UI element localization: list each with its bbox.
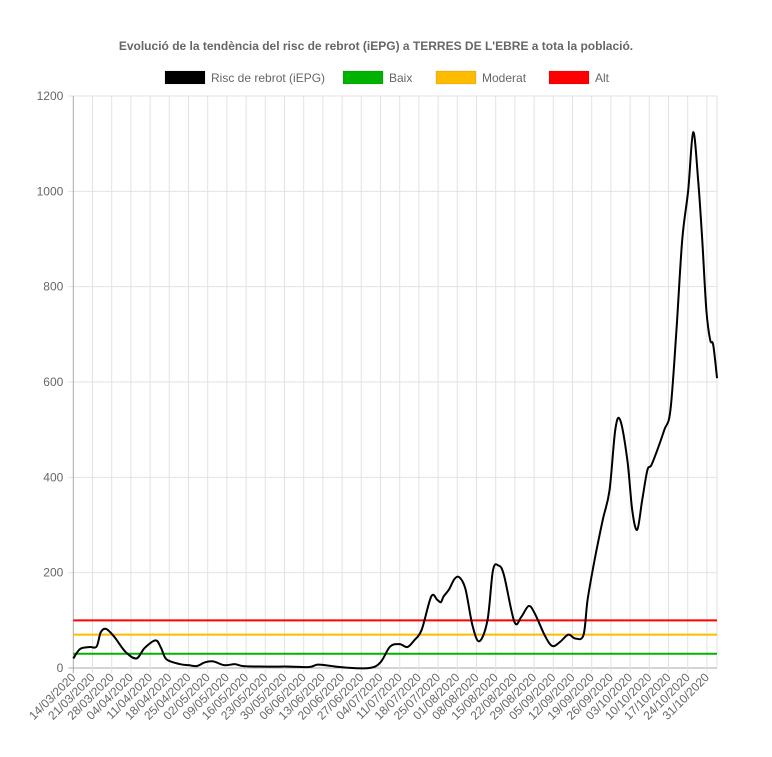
- legend-swatch-3: [548, 70, 590, 85]
- legend-swatch-1: [342, 70, 384, 85]
- legend-label-1: Baix: [389, 71, 412, 85]
- y-tick-label: 1000: [37, 184, 64, 198]
- iepg-line: [72, 131, 719, 670]
- legend: Risc de rebrot (iEPG) Baix Moderat Alt: [164, 70, 610, 85]
- series: [72, 131, 719, 670]
- y-tick-label: 800: [43, 280, 63, 294]
- y-tick-label: 0: [57, 661, 64, 675]
- legend-label-0: Risc de rebrot (iEPG): [211, 71, 325, 85]
- y-tick-label: 400: [43, 470, 63, 484]
- legend-swatch-0: [164, 70, 206, 85]
- y-tick-label: 600: [43, 375, 63, 389]
- legend-label-3: Alt: [595, 71, 610, 85]
- chart-title: Evolució de la tendència del risc de reb…: [119, 39, 633, 53]
- x-axis: 14/03/202021/03/202028/03/202004/04/2020…: [26, 670, 712, 723]
- y-tick-label: 1200: [37, 89, 64, 103]
- grid: [68, 95, 718, 673]
- legend-label-2: Moderat: [482, 71, 527, 85]
- legend-swatch-2: [435, 70, 477, 85]
- y-axis: 0 200 400 600 800 1000 1200: [37, 89, 64, 675]
- y-tick-label: 200: [43, 566, 63, 580]
